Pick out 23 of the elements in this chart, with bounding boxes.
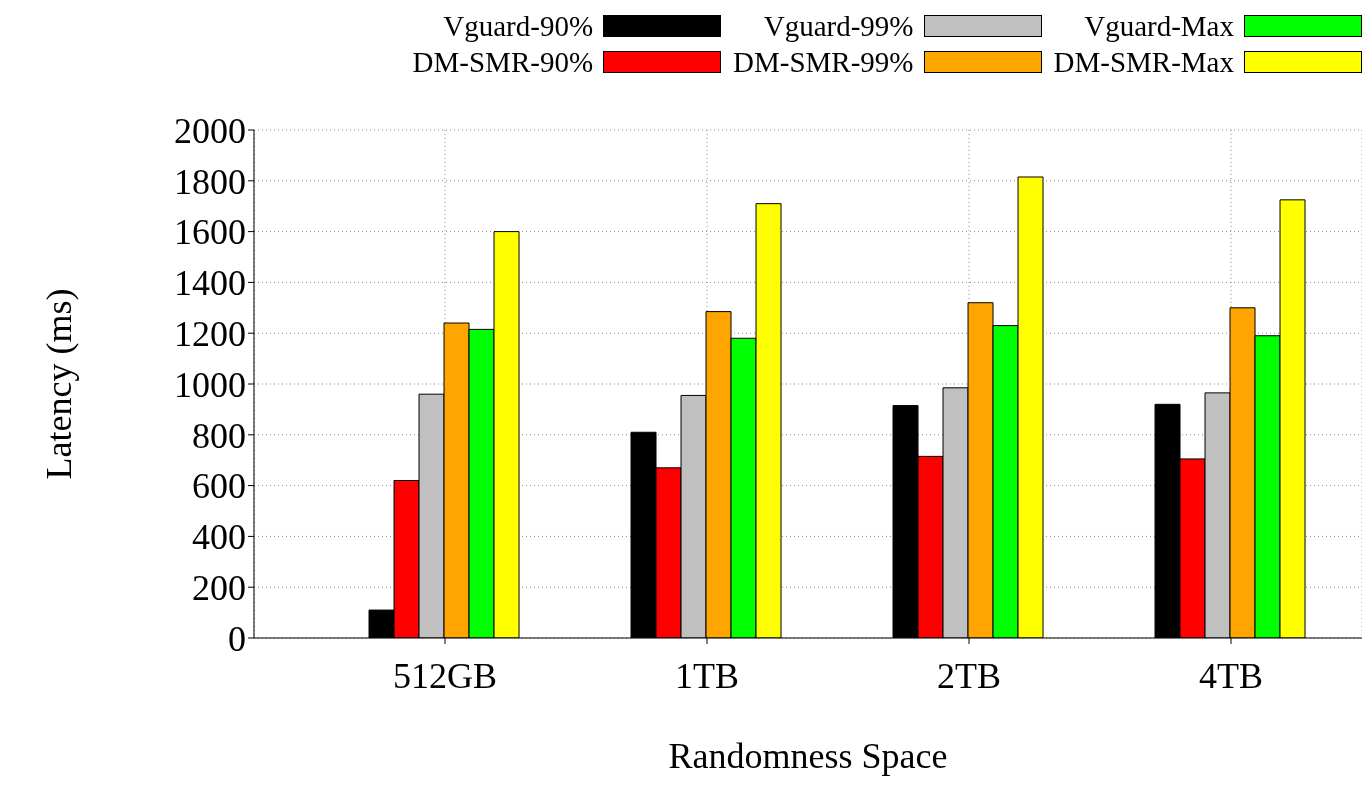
y-tick-label: 600	[192, 466, 246, 507]
x-tick-label: 4TB	[1198, 655, 1264, 696]
legend-label: DM-SMR-90%	[412, 45, 594, 79]
y-tick-label: 1200	[174, 313, 246, 354]
legend-label: Vguard-99%	[763, 9, 914, 43]
x-tick-label: 1TB	[674, 655, 740, 696]
y-tick-label: 2000	[174, 110, 246, 151]
y-tick-label: 1800	[174, 161, 246, 202]
y-tick-label: 800	[192, 415, 246, 456]
y-tick-label: 400	[192, 517, 246, 558]
x-axis-title: Randomness Space	[668, 736, 948, 776]
legend-label: Vguard-Max	[1084, 9, 1234, 43]
legend-label: DM-SMR-99%	[733, 45, 914, 79]
y-tick-label: 0	[228, 618, 246, 659]
y-tick-label: 1600	[174, 212, 246, 253]
y-axis-title: Latency (ms)	[38, 288, 79, 480]
x-tick-label: 2TB	[936, 655, 1002, 696]
y-tick-label: 200	[192, 567, 246, 608]
legend-label: DM-SMR-Max	[1053, 45, 1234, 79]
x-tick-label: 512GB	[392, 655, 498, 696]
legend-label: Vguard-90%	[443, 9, 594, 43]
y-tick-label: 1400	[174, 263, 246, 304]
y-tick-label: 1000	[174, 364, 246, 405]
